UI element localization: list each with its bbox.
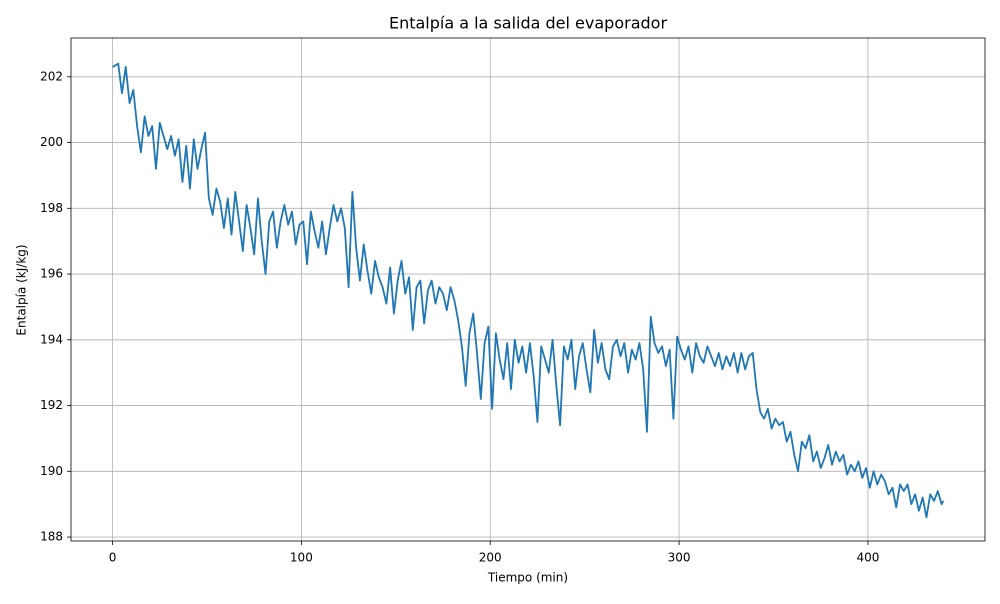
y-tick-label: 188 (40, 530, 63, 544)
y-tick-label: 202 (40, 69, 63, 83)
y-tick-label: 194 (40, 332, 63, 346)
x-axis-label: Tiempo (min) (487, 571, 568, 585)
y-tick-label: 198 (40, 201, 63, 215)
x-tick-label: 200 (479, 551, 502, 565)
y-tick-label: 196 (40, 267, 63, 281)
x-tick-label: 400 (856, 551, 879, 565)
y-tick-label: 192 (40, 398, 63, 412)
plot-frame (70, 37, 986, 542)
x-tick-label: 100 (290, 551, 313, 565)
y-tick-label: 190 (40, 464, 63, 478)
y-axis-label: Entalpía (kJ/kg) (15, 244, 29, 335)
x-tick-label: 300 (668, 551, 691, 565)
chart-title: Entalpía a la salida del evaporador (389, 14, 667, 33)
x-tick-label: 0 (109, 551, 117, 565)
data-line (112, 62, 945, 519)
y-tick-label: 200 (40, 135, 63, 149)
